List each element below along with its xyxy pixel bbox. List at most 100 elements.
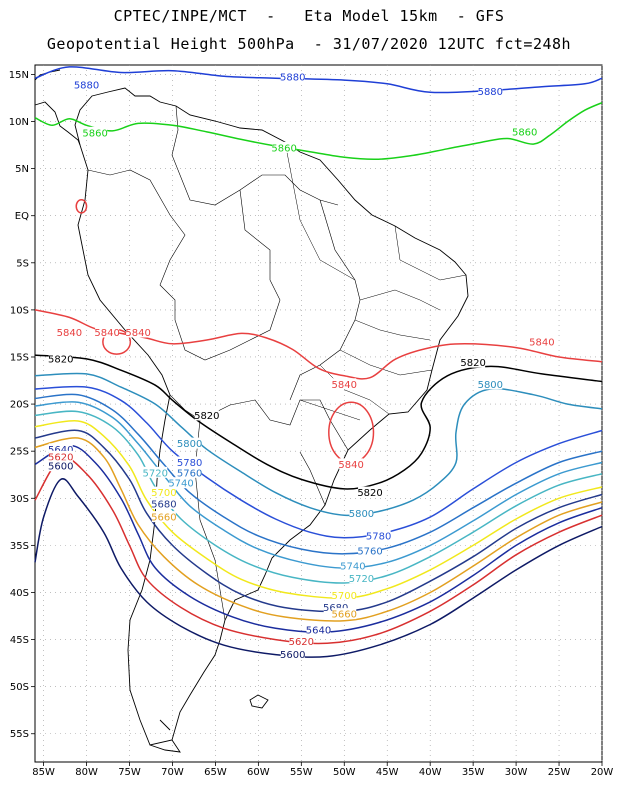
contour-label-bg <box>280 71 305 83</box>
contour-label-5880: 5880 <box>478 87 503 98</box>
contour-label-bg <box>95 326 120 338</box>
contour-5680 <box>34 429 603 613</box>
contour-5640 <box>34 444 603 633</box>
tierra-del-fuego <box>149 719 181 753</box>
lon-tick-label: 30W <box>505 767 528 778</box>
contour-label-bg <box>366 529 391 541</box>
contour-label-5800: 5800 <box>177 439 202 450</box>
lat-tick-label: 5S <box>16 258 29 269</box>
contour-label-5860: 5860 <box>271 143 296 154</box>
contour-label-bg <box>177 466 202 478</box>
contour-label-5800: 5800 <box>349 509 374 520</box>
contour-5780 <box>34 385 603 539</box>
lat-tick-label: 50S <box>10 682 29 693</box>
contour-label-bg <box>529 335 554 347</box>
contour-label-bg <box>169 477 194 489</box>
lat-tick-label: 55S <box>10 729 29 740</box>
contour-label-bg <box>478 378 503 390</box>
contour-label-5820: 5820 <box>48 354 73 365</box>
contour-label-bg <box>512 125 537 137</box>
lat-tick-label: 45S <box>10 635 29 646</box>
lat-tick-label: 5N <box>15 164 29 175</box>
lon-tick-label: 25W <box>548 767 571 778</box>
contour-label-bg <box>340 560 365 572</box>
lat-tick-label: 40S <box>10 588 29 599</box>
contour-label-bg <box>349 572 374 584</box>
closed-contour-5860 <box>75 198 88 214</box>
lat-tick-label: 15N <box>9 70 29 81</box>
contour-label-bg <box>143 466 168 478</box>
lon-tick-label: 70W <box>161 767 184 778</box>
contour-label-5600: 5600 <box>280 650 305 661</box>
contour-label-bg <box>126 326 151 338</box>
contour-label-5700: 5700 <box>332 591 357 602</box>
contour-5840 <box>34 309 603 380</box>
longitude-tick-labels: 85W 80W 75W 70W 65W 60W 55W 50W 45W 40W 35W 30W 25W 2… <box>32 762 613 778</box>
contour-label-bg <box>332 608 357 620</box>
lon-tick-label: 40W <box>419 767 442 778</box>
contour-5620 <box>34 456 603 645</box>
contour-label-bg <box>151 497 176 509</box>
contour-5880 <box>34 66 603 94</box>
contour-label-bg <box>332 378 357 390</box>
contour-label-bg <box>272 141 297 153</box>
lat-tick-label: 15S <box>10 352 29 363</box>
contour-label-5680: 5680 <box>151 499 176 510</box>
contour-label-5860: 5860 <box>512 127 537 138</box>
lon-tick-label: 45W <box>376 767 399 778</box>
contour-label-5780: 5780 <box>177 458 202 469</box>
contour-label-5840: 5840 <box>125 328 150 339</box>
lon-tick-label: 65W <box>204 767 227 778</box>
contour-label-5620: 5620 <box>48 452 73 463</box>
lat-tick-label: 10S <box>10 305 29 316</box>
contour-label-bg <box>339 458 364 470</box>
contour-5660 <box>34 437 603 622</box>
brazil-states <box>284 141 467 421</box>
contour-label-5800: 5800 <box>478 380 503 391</box>
contour-label-5820: 5820 <box>357 488 382 499</box>
contour-label-bg <box>48 460 73 472</box>
contour-label-bg <box>194 409 219 421</box>
contour-label-5840: 5840 <box>57 328 82 339</box>
contour-5720 <box>34 410 603 584</box>
closed-contour-label-5840: 5840 <box>94 328 119 339</box>
lat-tick-label: 25S <box>10 447 29 458</box>
contour-label-5760: 5760 <box>177 468 202 479</box>
latitude-tick-labels: 15N 10N 5N EQ 5S 10S 15S 20S 25S 30S 35S 40S 45S 50S 5… <box>9 70 35 740</box>
falkland-islands <box>249 694 269 709</box>
contour-label-bg <box>478 85 503 97</box>
contour-label-5860: 5860 <box>82 128 107 139</box>
contour-label-bg <box>177 437 202 449</box>
contour-5740 <box>34 401 603 569</box>
contour-label-bg <box>306 624 331 636</box>
contour-label-5720: 5720 <box>143 468 168 479</box>
contour-label-bg <box>48 450 73 462</box>
contour-label-bg <box>48 352 73 364</box>
contour-label-5640: 5640 <box>306 626 331 637</box>
lat-tick-label: 35S <box>10 541 29 552</box>
contour-5600 <box>34 478 603 658</box>
grid-lines <box>35 65 603 762</box>
map-title-line-1: CPTEC/INPE/MCT - Eta Model 15km - GFS <box>113 7 505 25</box>
geopotential-contours <box>34 66 603 658</box>
lat-tick-label: 10N <box>9 117 29 128</box>
contour-5700 <box>34 420 603 599</box>
contour-label-5660: 5660 <box>151 513 176 524</box>
contour-label-5700: 5700 <box>151 488 176 499</box>
contour-label-5640: 5640 <box>48 445 73 456</box>
contour-label-5740: 5740 <box>168 479 193 490</box>
lon-tick-label: 20W <box>591 767 614 778</box>
contour-label-5760: 5760 <box>357 547 382 558</box>
contour-label-5780: 5780 <box>366 531 391 542</box>
contour-label-5840: 5840 <box>332 380 357 391</box>
lon-tick-label: 35W <box>462 767 485 778</box>
lon-tick-label: 60W <box>247 767 270 778</box>
closed-contour-label-5840: 5840 <box>338 460 363 471</box>
contour-label-5820: 5820 <box>194 411 219 422</box>
contour-label-bg <box>332 589 357 601</box>
contour-label-bg <box>177 456 202 468</box>
contour-label-5880: 5880 <box>280 73 305 84</box>
contour-labels: 5880 5880 5880 5860 5860 5860 5840 5840 5840 5840… <box>48 71 555 661</box>
contour-label-5820: 5820 <box>460 358 485 369</box>
contour-label-5880: 5880 <box>74 80 99 91</box>
